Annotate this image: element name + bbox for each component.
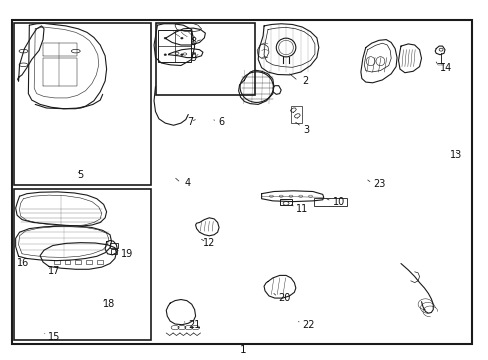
Bar <box>155 23 255 95</box>
Text: 9: 9 <box>190 53 197 63</box>
Text: 7: 7 <box>186 117 193 127</box>
Text: 22: 22 <box>302 320 314 330</box>
Text: 11: 11 <box>296 204 308 214</box>
Text: 13: 13 <box>449 150 461 160</box>
Bar <box>64 260 70 264</box>
Bar <box>86 260 92 264</box>
Text: 21: 21 <box>188 320 200 330</box>
Text: 10: 10 <box>332 197 344 207</box>
Bar <box>14 23 150 185</box>
Text: 4: 4 <box>184 178 191 188</box>
Text: 1: 1 <box>239 345 246 355</box>
Bar <box>14 189 150 340</box>
Ellipse shape <box>164 54 166 55</box>
Text: 8: 8 <box>190 37 197 48</box>
Text: 17: 17 <box>48 266 60 276</box>
Text: 2: 2 <box>302 76 308 86</box>
Bar <box>75 260 81 264</box>
Ellipse shape <box>181 54 183 55</box>
Bar <box>12 20 471 344</box>
Text: 23: 23 <box>372 179 385 189</box>
Text: 16: 16 <box>17 258 29 268</box>
Bar <box>158 30 191 62</box>
Bar <box>110 243 118 248</box>
Text: 12: 12 <box>203 238 215 248</box>
Text: 14: 14 <box>439 63 451 73</box>
Ellipse shape <box>164 37 166 39</box>
Text: 15: 15 <box>48 332 60 342</box>
Text: 6: 6 <box>218 117 224 127</box>
Bar <box>313 198 346 206</box>
Text: 19: 19 <box>121 249 133 259</box>
Ellipse shape <box>181 37 183 39</box>
Bar <box>291 106 302 123</box>
Bar <box>97 260 102 264</box>
Text: 18: 18 <box>102 299 115 309</box>
Text: 5: 5 <box>77 170 83 180</box>
Bar <box>111 249 117 254</box>
Text: 20: 20 <box>278 293 290 303</box>
Bar <box>279 199 292 205</box>
Text: 3: 3 <box>303 125 309 135</box>
Bar <box>54 260 60 264</box>
